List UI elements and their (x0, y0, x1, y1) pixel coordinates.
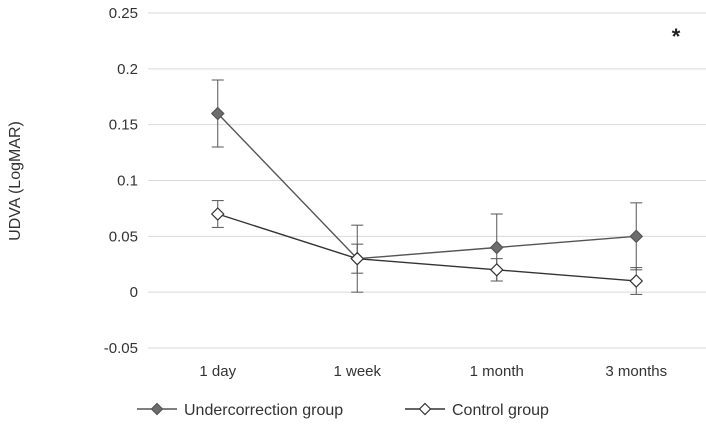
legend: Undercorrection group Control group (137, 402, 549, 419)
legend-marker (150, 402, 164, 416)
legend-label: Control group (452, 402, 549, 419)
legend-label: Undercorrection group (184, 402, 343, 419)
x-axis-ticks: 1 day 1 week 1 month 3 months (199, 363, 667, 380)
significance-asterisk: * (672, 24, 681, 49)
y-tick-label: 0.15 (109, 117, 138, 134)
data-point (210, 207, 225, 221)
series-line (217, 113, 637, 260)
y-axis-ticks: -0.05 0 0.05 0.1 0.15 0.2 0.25 (104, 5, 138, 357)
y-axis-title: UDVA (LogMAR) (7, 121, 24, 241)
series (210, 79, 644, 295)
gridlines (148, 12, 706, 349)
y-tick-label: 0.2 (117, 61, 138, 78)
y-tick-label: -0.05 (104, 340, 138, 357)
data-point (629, 229, 644, 244)
y-tick-label: 0.1 (117, 173, 138, 190)
data-point (629, 274, 644, 288)
data-point (350, 251, 365, 266)
series-undercorrection-group (210, 79, 644, 293)
data-point (489, 262, 504, 277)
legend-item: Control group (405, 402, 549, 419)
x-tick-label: 1 day (199, 363, 236, 380)
legend-item: Undercorrection group (137, 402, 343, 419)
data-point (489, 240, 504, 255)
y-tick-label: 0.05 (109, 228, 138, 245)
legend-marker (418, 402, 432, 416)
data-point (210, 106, 225, 121)
x-tick-label: 3 months (605, 363, 667, 380)
x-tick-label: 1 week (333, 363, 381, 380)
series-line (217, 213, 637, 282)
series-control-group (210, 200, 644, 295)
y-tick-label: 0 (130, 284, 138, 301)
y-tick-label: 0.25 (109, 5, 138, 22)
x-tick-label: 1 month (470, 363, 524, 380)
